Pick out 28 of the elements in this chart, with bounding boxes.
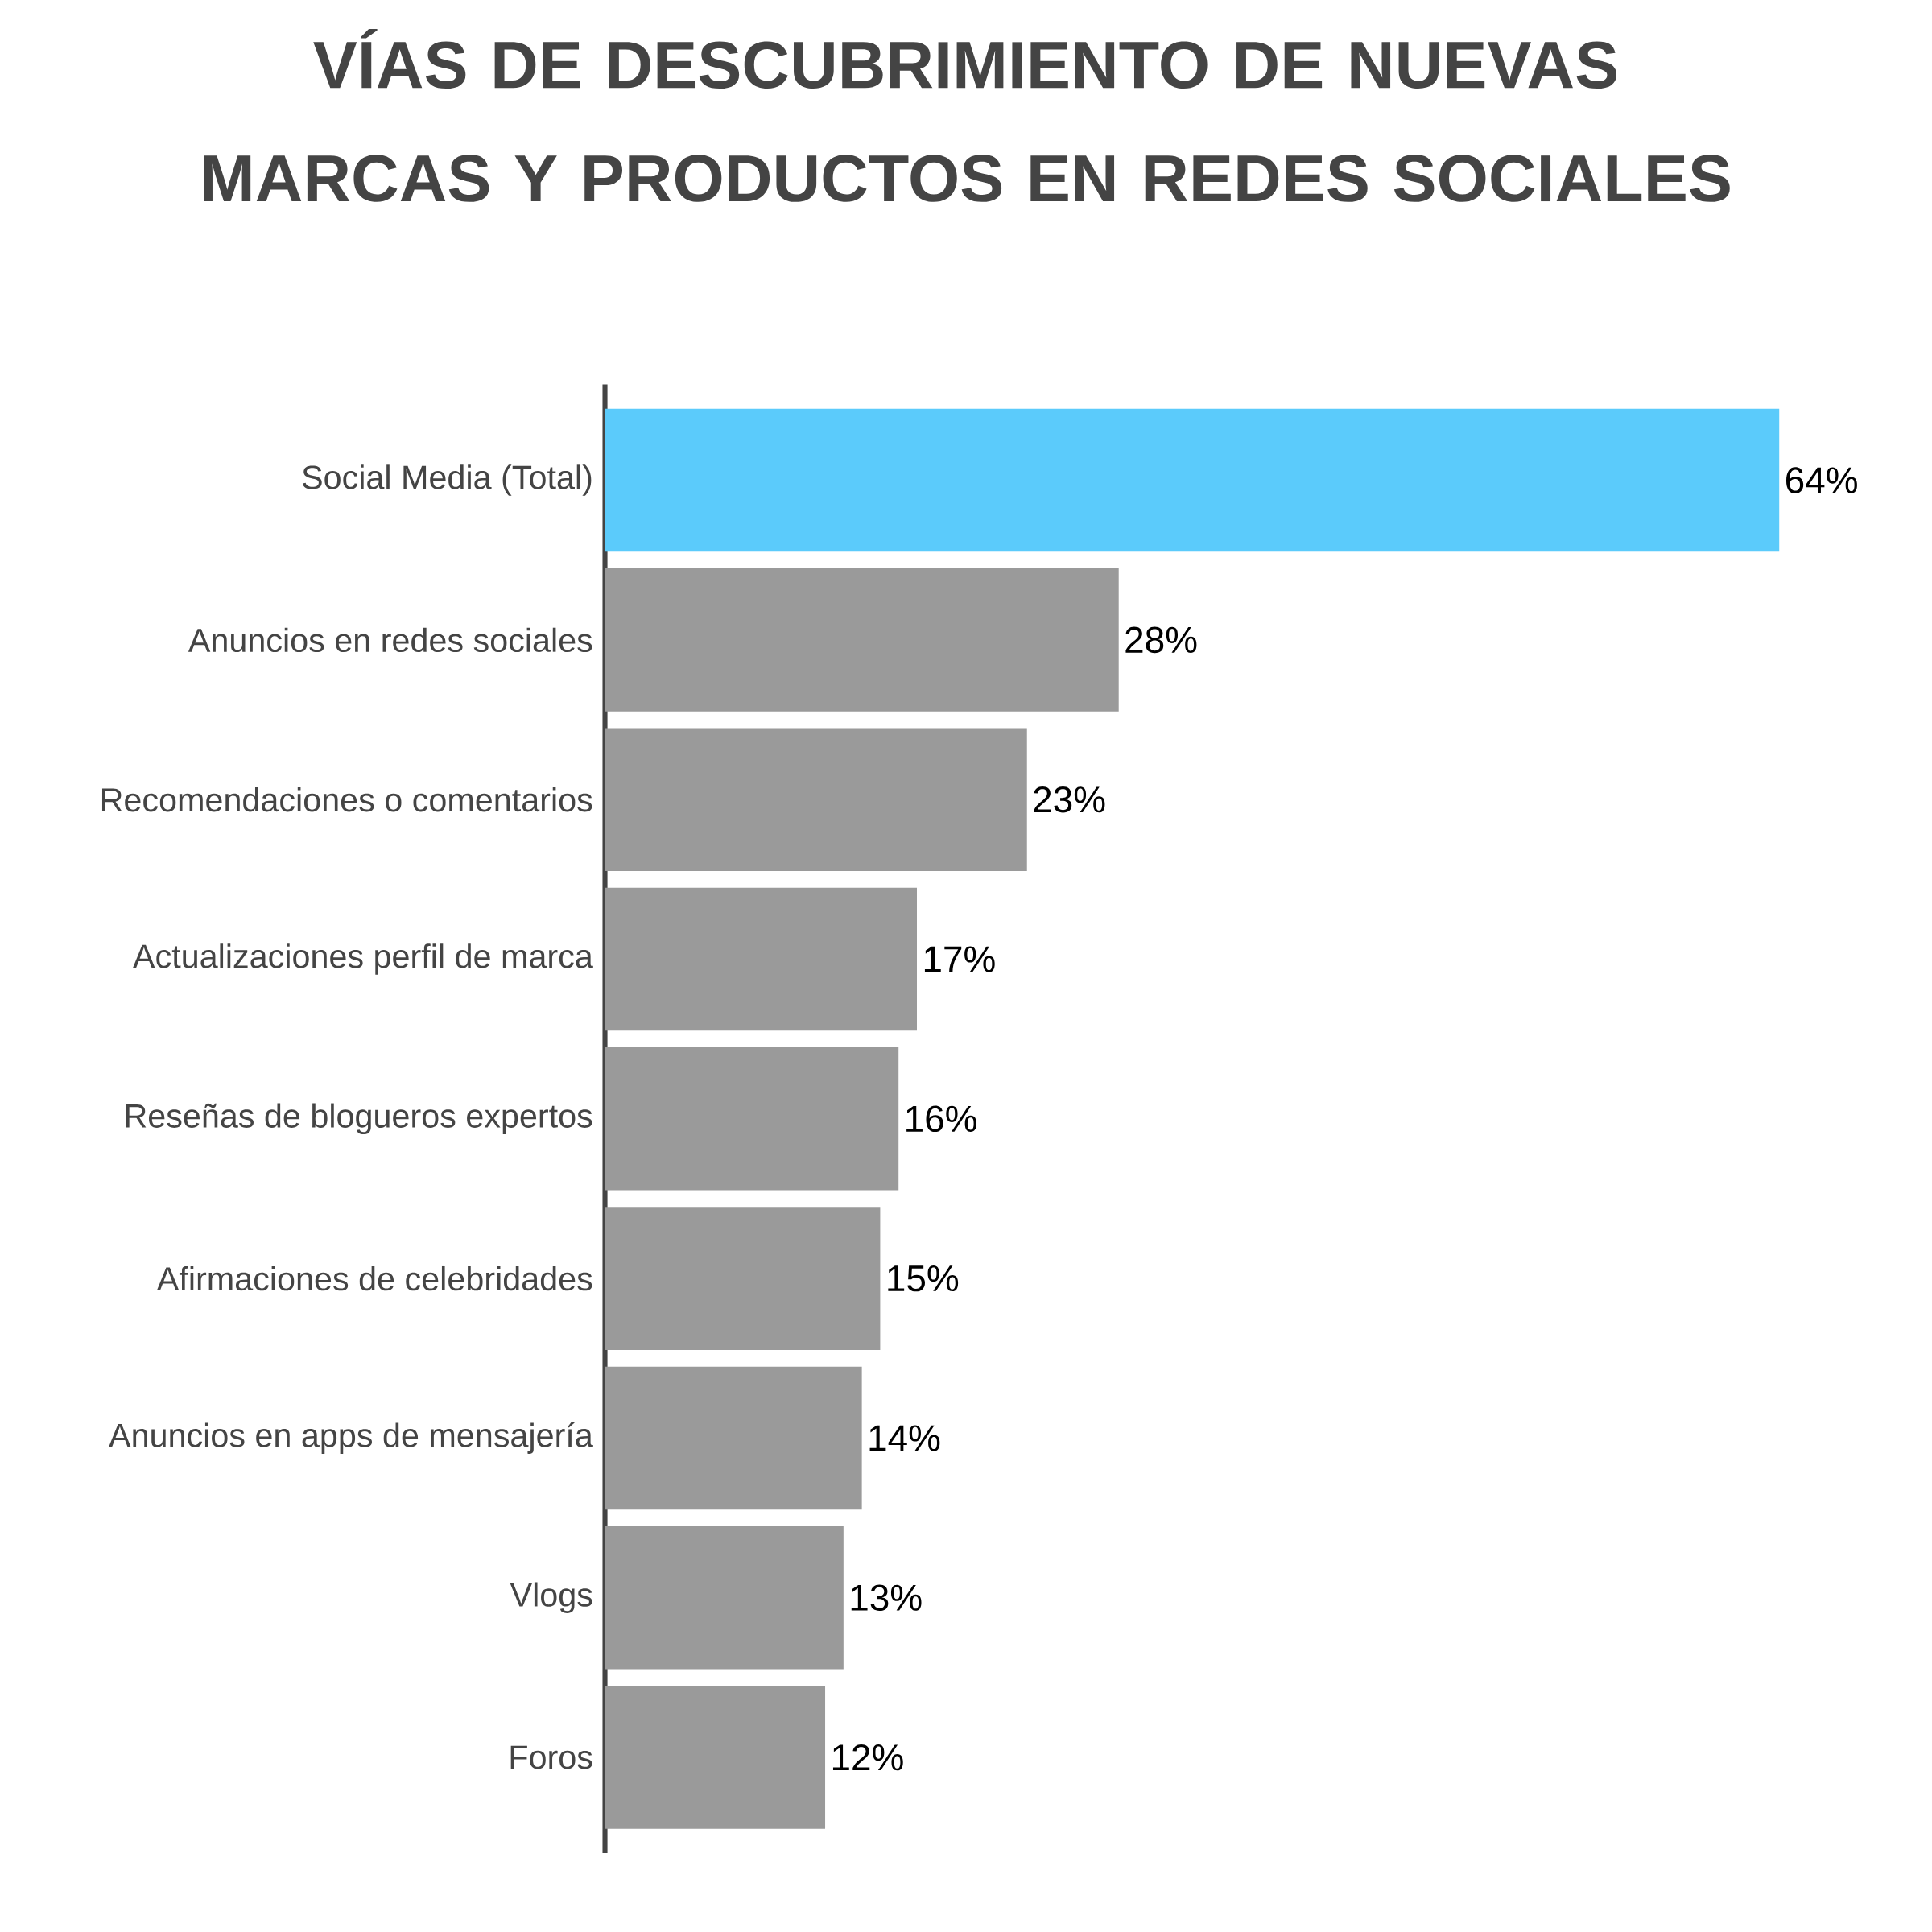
bar — [605, 408, 1780, 552]
data-label: 15% — [888, 1265, 959, 1292]
bar — [605, 1207, 881, 1350]
data-label: 13% — [851, 1584, 922, 1612]
data-label: 12% — [832, 1744, 903, 1771]
y-tick-label: Reseñas de blogueros expertos — [126, 1103, 592, 1135]
y-tick-label: Social Media (Total) — [302, 464, 592, 496]
bar — [605, 568, 1119, 712]
y-tick-label: Vlogs — [510, 1582, 592, 1614]
y-tick-label: Recomendaciones o comentarios — [101, 787, 592, 812]
data-label: 64% — [1785, 467, 1857, 493]
y-tick-label: Anuncios en apps de mensajería — [109, 1422, 593, 1454]
y-tick-label: Foros — [510, 1745, 592, 1769]
bar — [605, 887, 917, 1031]
data-label: 14% — [869, 1425, 940, 1451]
bar — [605, 1047, 899, 1191]
data-label: 28% — [1125, 626, 1197, 654]
y-tick-label: Anuncios en redes sociales — [188, 627, 592, 653]
y-tick-label: Afirmaciones de celebridades — [156, 1265, 592, 1291]
chart-title: VÍAS DE DESCUBRIMIENTO DE NUEVAS MARCAS Y PRODUCTOS EN REDES SOCIALES — [204, 29, 1730, 202]
data-label: 17% — [924, 946, 995, 972]
bar — [605, 1366, 862, 1510]
data-label: 23% — [1034, 786, 1105, 813]
data-label: 16% — [906, 1105, 976, 1133]
bar — [605, 1686, 826, 1829]
bar — [605, 728, 1027, 871]
y-tick-label: Actualizaciones perfil de marca — [133, 943, 593, 975]
bar — [605, 1525, 844, 1670]
